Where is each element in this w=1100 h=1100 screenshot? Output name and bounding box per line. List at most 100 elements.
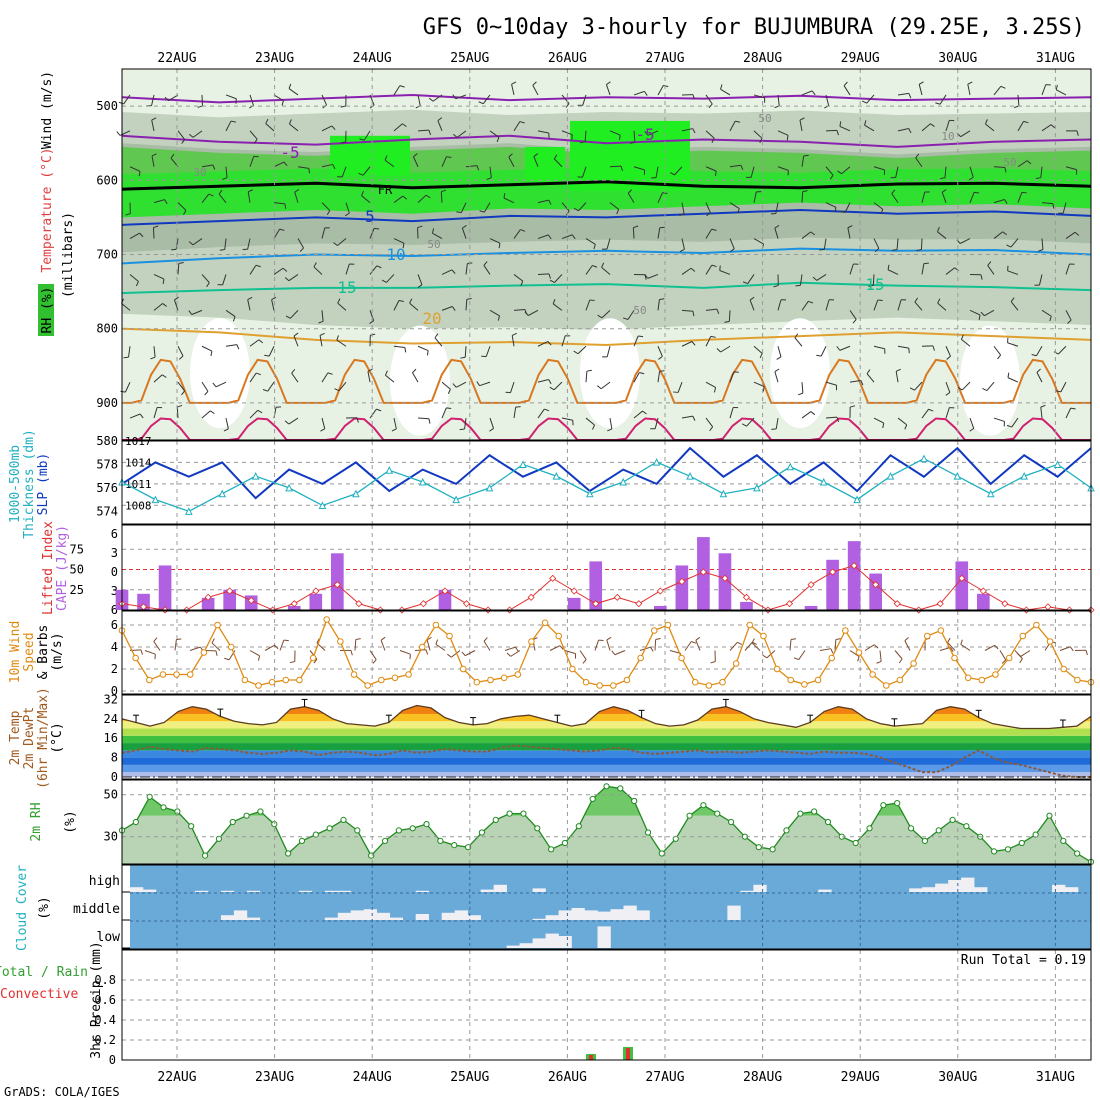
wind-barb: [633, 166, 645, 171]
wind-barb: [1041, 309, 1052, 317]
wind-barb: [456, 130, 467, 138]
lifted-index-point: [979, 587, 987, 595]
wind-barb: [437, 120, 443, 132]
wind-barb: [461, 651, 466, 656]
wind-barb: [393, 417, 397, 429]
wind-barb: [1007, 377, 1019, 383]
lifted-index-point: [419, 600, 428, 608]
wind-barb: [945, 346, 951, 357]
wind-barb: [345, 263, 350, 275]
wind-barb: [737, 208, 740, 214]
wind-barb: [1026, 160, 1032, 165]
wind-barb: [705, 417, 714, 428]
wind-barb: [129, 166, 141, 172]
wind-barb: [549, 386, 555, 391]
wind-barb: [426, 636, 432, 641]
rh-point: [437, 837, 444, 845]
wind-barb: [1056, 89, 1067, 96]
wind-barb: [609, 165, 622, 168]
cape-bar: [977, 593, 990, 610]
slp-line: [121, 446, 1092, 500]
wind-barb: [279, 640, 285, 651]
wind-barb: [1053, 351, 1059, 355]
wind-barb: [657, 227, 661, 239]
data-point: [145, 676, 153, 684]
wind-barb: [729, 248, 735, 253]
contour-label: 5: [365, 207, 375, 226]
wind-barb: [935, 102, 941, 105]
data-point: [760, 632, 767, 640]
data-point: [1046, 638, 1054, 645]
wind-barb: [489, 130, 500, 138]
wind-barb: [333, 242, 338, 246]
wind-barb: [249, 339, 260, 347]
wind-barb: [222, 177, 228, 180]
slp-ylabel-0: 1000-500mb: [8, 445, 23, 523]
wind-barb: [369, 320, 374, 324]
wind-barb: [892, 249, 898, 251]
isotherm-line: [121, 327, 1092, 347]
lifted-index-point: [355, 600, 363, 608]
temp-color-band: [122, 705, 1091, 707]
rh-point: [631, 797, 638, 805]
wind-barb: [476, 381, 480, 386]
wind-barb: [206, 282, 210, 288]
wind-barb: [843, 81, 848, 87]
cape-bar: [158, 565, 172, 610]
wind-barb: [775, 417, 779, 429]
wind-barb: [752, 641, 757, 645]
wind-barb: [839, 345, 851, 351]
data-point: [951, 654, 958, 662]
precip-tick-label: 0.8: [94, 973, 116, 987]
wind-barb: [503, 193, 506, 199]
rh-point: [644, 829, 652, 836]
wind-barb: [151, 94, 155, 106]
wind-barb: [794, 337, 803, 347]
wind-barb: [412, 368, 417, 373]
date-label-bottom: 30AUG: [938, 1070, 977, 1085]
wind-barb: [118, 101, 124, 105]
rh-point: [368, 852, 375, 859]
rh-point: [285, 850, 292, 857]
lifted-index-point: [1001, 600, 1009, 608]
wind-barb: [455, 94, 467, 100]
data-point: [282, 676, 290, 684]
wind-barb: [1020, 650, 1031, 657]
contour-label: 50: [633, 304, 646, 317]
cloud-bar-middle: [584, 910, 598, 920]
wind-barb: [537, 199, 549, 204]
cloud-bar-high: [909, 888, 923, 892]
wind-barb: [606, 639, 611, 651]
wind-barb: [655, 638, 661, 641]
wind-barb: [153, 407, 158, 419]
precip-ylabel-0: Total / Rain: [0, 965, 88, 980]
li-tick-label: 3: [111, 546, 118, 560]
cloud-bar-middle: [233, 910, 248, 920]
wind-barb: [212, 382, 217, 388]
rh-point: [340, 816, 347, 824]
wind-barb: [1035, 177, 1041, 179]
temp-tick-label: 24: [104, 712, 118, 726]
data-point: [514, 671, 522, 678]
wind-barb: [801, 301, 809, 311]
wind-barb: [747, 274, 755, 284]
lifted-index-point: [441, 587, 449, 595]
rh2m-panel: 30 50 2m RH (%): [29, 780, 1095, 866]
date-label-top: 29AUG: [841, 51, 880, 66]
wind-barb: [669, 172, 675, 176]
wind-barb: [897, 345, 909, 349]
wind10m-ylabel-1: Speed: [22, 632, 37, 671]
rh-point: [769, 846, 776, 853]
wind-barb: [506, 652, 512, 657]
wind-barb: [639, 372, 645, 375]
lifted-index-point: [656, 587, 664, 595]
wind-barb: [175, 238, 179, 250]
wind-barb: [1007, 342, 1019, 347]
wind-barb: [129, 413, 141, 419]
data-point: [882, 682, 890, 689]
wind-barb: [428, 130, 432, 136]
wind-barb: [985, 123, 995, 132]
wind-barb: [153, 273, 165, 280]
wind-barb: [705, 336, 712, 347]
data-point: [218, 489, 227, 498]
